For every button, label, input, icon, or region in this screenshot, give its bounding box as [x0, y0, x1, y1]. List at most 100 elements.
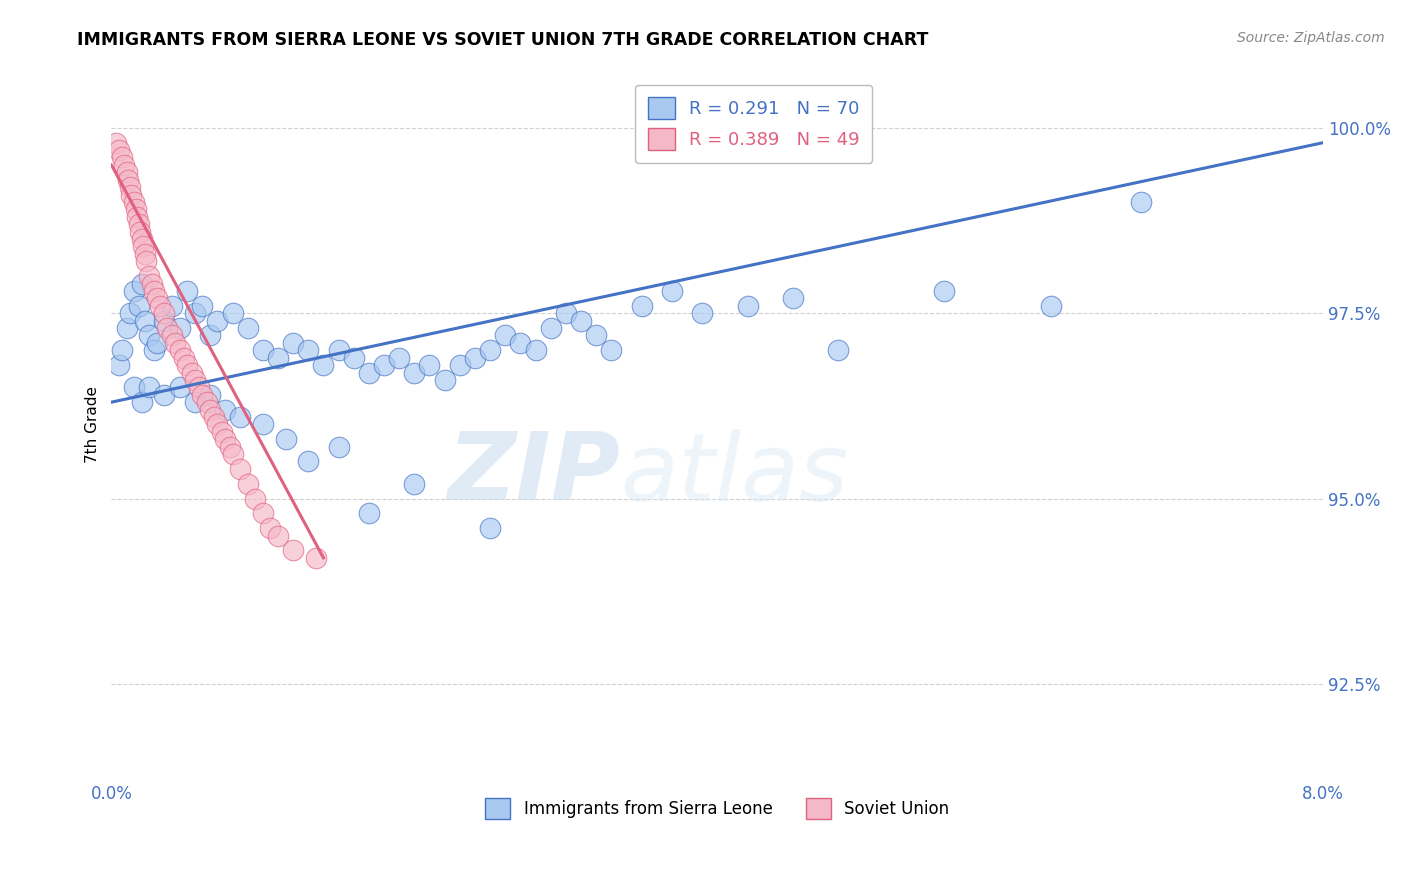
Point [122, 194, 145, 209]
Point [169, 343, 191, 358]
Point [195, 395, 218, 409]
Point [160, 299, 183, 313]
Point [118, 180, 141, 194]
Point [104, 136, 127, 150]
Text: IMMIGRANTS FROM SIERRA LEONE VS SOVIET UNION 7TH GRADE CORRELATION CHART: IMMIGRANTS FROM SIERRA LEONE VS SOVIET U… [77, 31, 929, 49]
Point [449, 358, 471, 372]
Point [131, 232, 153, 246]
Point [464, 351, 486, 365]
Point [127, 210, 149, 224]
Point [1130, 194, 1153, 209]
Text: ZIP: ZIP [447, 428, 620, 520]
Point [236, 476, 259, 491]
Point [153, 306, 176, 320]
Point [418, 358, 440, 372]
Point [118, 306, 141, 320]
Point [111, 151, 134, 165]
Point [218, 440, 240, 454]
Point [132, 239, 155, 253]
Text: Source: ZipAtlas.com: Source: ZipAtlas.com [1237, 31, 1385, 45]
Point [191, 388, 214, 402]
Point [138, 269, 160, 284]
Point [661, 284, 683, 298]
Point [554, 306, 576, 320]
Point [183, 395, 205, 409]
Point [357, 507, 380, 521]
Point [569, 313, 592, 327]
Point [267, 351, 290, 365]
Point [585, 328, 607, 343]
Point [115, 321, 138, 335]
Point [297, 454, 319, 468]
Point [934, 284, 956, 298]
Point [198, 388, 221, 402]
Point [312, 358, 335, 372]
Point [297, 343, 319, 358]
Point [214, 432, 236, 446]
Point [128, 299, 150, 313]
Point [283, 543, 305, 558]
Point [630, 299, 652, 313]
Point [305, 550, 328, 565]
Point [156, 321, 179, 335]
Point [117, 172, 139, 186]
Point [163, 335, 186, 350]
Point [183, 373, 205, 387]
Point [198, 402, 221, 417]
Point [128, 217, 150, 231]
Point [122, 284, 145, 298]
Point [134, 313, 156, 327]
Point [176, 284, 198, 298]
Point [173, 351, 195, 365]
Point [153, 388, 176, 402]
Point [120, 187, 142, 202]
Point [600, 343, 623, 358]
Point [115, 165, 138, 179]
Point [236, 321, 259, 335]
Point [252, 507, 274, 521]
Point [245, 491, 267, 506]
Point [108, 143, 131, 157]
Point [142, 343, 165, 358]
Point [211, 425, 233, 439]
Point [524, 343, 547, 358]
Point [141, 277, 163, 291]
Point [433, 373, 456, 387]
Point [183, 306, 205, 320]
Point [494, 328, 516, 343]
Point [404, 476, 426, 491]
Point [198, 328, 221, 343]
Legend: Immigrants from Sierra Leone, Soviet Union: Immigrants from Sierra Leone, Soviet Uni… [478, 792, 956, 825]
Point [214, 402, 236, 417]
Point [134, 247, 156, 261]
Point [373, 358, 395, 372]
Point [540, 321, 562, 335]
Point [146, 291, 169, 305]
Point [138, 328, 160, 343]
Point [267, 528, 290, 542]
Point [221, 447, 243, 461]
Point [112, 158, 135, 172]
Point [259, 521, 281, 535]
Point [124, 202, 146, 217]
Point [328, 343, 350, 358]
Point [131, 277, 153, 291]
Point [274, 432, 297, 446]
Point [149, 299, 172, 313]
Point [283, 335, 305, 350]
Point [328, 440, 350, 454]
Point [111, 343, 134, 358]
Y-axis label: 7th Grade: 7th Grade [86, 386, 100, 463]
Point [388, 351, 411, 365]
Text: atlas: atlas [620, 429, 849, 520]
Point [138, 380, 160, 394]
Point [229, 409, 252, 424]
Point [827, 343, 849, 358]
Point [343, 351, 366, 365]
Point [479, 521, 502, 535]
Point [146, 335, 169, 350]
Point [191, 299, 214, 313]
Point [188, 380, 211, 394]
Point [129, 225, 152, 239]
Point [737, 299, 759, 313]
